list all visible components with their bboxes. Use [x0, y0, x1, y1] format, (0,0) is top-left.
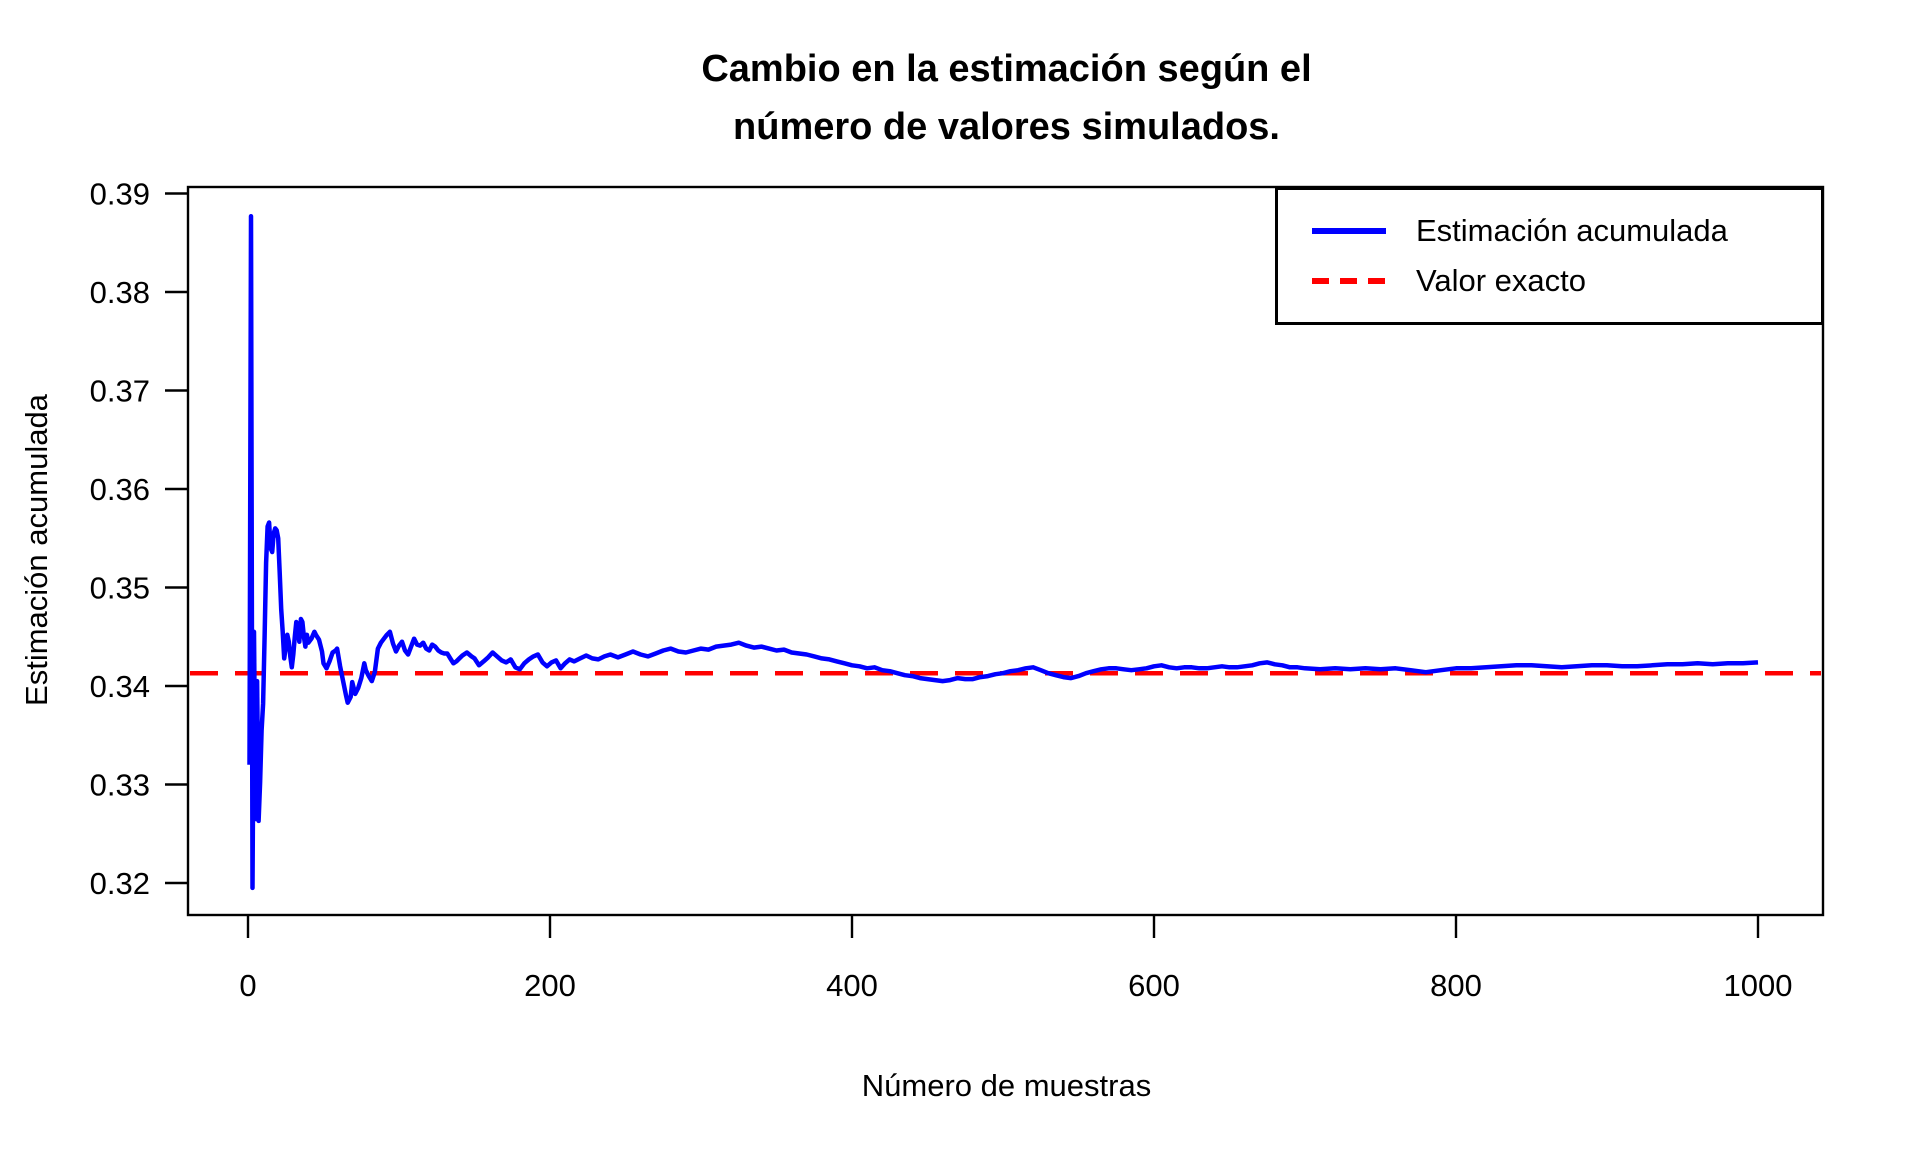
y-tick-label: 0.32: [90, 866, 150, 901]
x-tick-label: 800: [1430, 968, 1482, 1003]
y-tick-label: 0.36: [90, 472, 150, 507]
y-tick-label: 0.33: [90, 768, 150, 803]
legend-item-estimate: Estimación acumulada: [1312, 211, 1821, 251]
plot-border: [186, 185, 1825, 917]
estimate-line: [247, 213, 1759, 891]
x-tick-label: 400: [826, 968, 878, 1003]
x-axis-title: Número de muestras: [861, 1068, 1152, 1103]
legend-line-solid-blue: [1312, 228, 1386, 234]
x-tick-label: 200: [524, 968, 576, 1003]
y-tick-label: 0.35: [90, 571, 150, 606]
y-tick-label: 0.37: [90, 374, 150, 409]
x-tick-label: 0: [239, 968, 256, 1003]
y-tick-label: 0.39: [90, 177, 150, 212]
y-tick-label: 0.38: [90, 275, 150, 310]
legend-label-estimate: Estimación acumulada: [1416, 213, 1728, 248]
chart-title: Cambio en la estimación según el número …: [701, 48, 1312, 148]
legend-line-dashed-red: [1312, 278, 1386, 284]
x-tick-label: 600: [1128, 968, 1180, 1003]
y-axis-title: Estimación acumulada: [19, 394, 54, 706]
legend-item-exact: Valor exacto: [1312, 261, 1821, 301]
legend-box: Estimación acumulada Valor exacto: [1275, 187, 1824, 325]
y-tick-label: 0.34: [90, 669, 150, 704]
x-tick-label: 1000: [1724, 968, 1793, 1003]
legend-label-exact: Valor exacto: [1416, 263, 1587, 298]
